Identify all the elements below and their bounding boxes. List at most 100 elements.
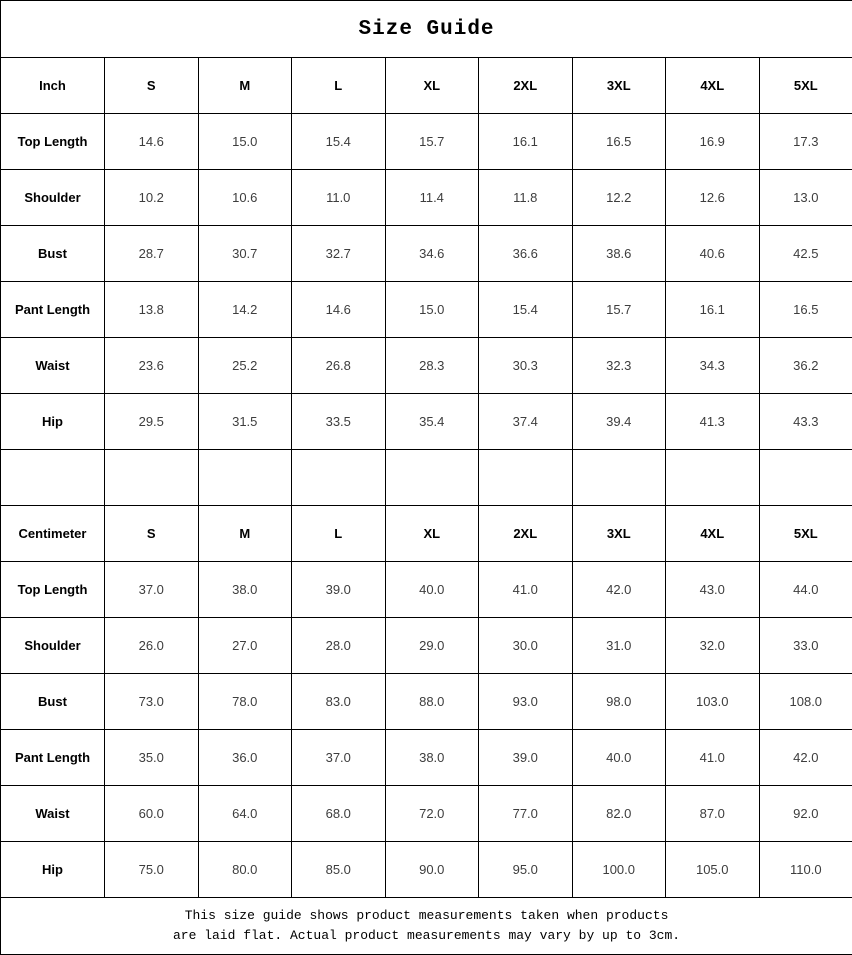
cell: 15.7 xyxy=(572,282,666,338)
cell: 14.6 xyxy=(292,282,386,338)
cell: 26.0 xyxy=(105,618,199,674)
size-header: 2XL xyxy=(479,58,573,114)
size-header: 3XL xyxy=(572,506,666,562)
cell: 28.0 xyxy=(292,618,386,674)
size-header: 5XL xyxy=(759,58,852,114)
cell: 95.0 xyxy=(479,842,573,898)
cell: 38.0 xyxy=(198,562,292,618)
cell: 37.0 xyxy=(292,730,386,786)
footer-note-line2: are laid flat. Actual product measuremen… xyxy=(1,926,852,946)
cell: 77.0 xyxy=(479,786,573,842)
row-label: Shoulder xyxy=(1,618,105,674)
cell: 23.6 xyxy=(105,338,199,394)
cell: 72.0 xyxy=(385,786,479,842)
cell: 14.6 xyxy=(105,114,199,170)
size-header: L xyxy=(292,506,386,562)
empty-cell xyxy=(105,450,199,506)
cell: 87.0 xyxy=(666,786,760,842)
cell: 16.5 xyxy=(572,114,666,170)
table-row: Pant Length 35.0 36.0 37.0 38.0 39.0 40.… xyxy=(1,730,852,786)
table-row: Top Length 14.6 15.0 15.4 15.7 16.1 16.5… xyxy=(1,114,852,170)
cell: 30.3 xyxy=(479,338,573,394)
cell: 40.0 xyxy=(385,562,479,618)
size-header: L xyxy=(292,58,386,114)
cell: 34.6 xyxy=(385,226,479,282)
cell: 12.6 xyxy=(666,170,760,226)
table-row: Bust 73.0 78.0 83.0 88.0 93.0 98.0 103.0… xyxy=(1,674,852,730)
size-header: 4XL xyxy=(666,58,760,114)
cell: 16.1 xyxy=(479,114,573,170)
cell: 88.0 xyxy=(385,674,479,730)
cell: 42.5 xyxy=(759,226,852,282)
cell: 32.7 xyxy=(292,226,386,282)
cell: 105.0 xyxy=(666,842,760,898)
cell: 83.0 xyxy=(292,674,386,730)
row-label: Shoulder xyxy=(1,170,105,226)
row-label: Waist xyxy=(1,786,105,842)
spacer-row xyxy=(1,450,852,506)
cell: 27.0 xyxy=(198,618,292,674)
cell: 90.0 xyxy=(385,842,479,898)
empty-cell xyxy=(385,450,479,506)
cell: 17.3 xyxy=(759,114,852,170)
size-header: 2XL xyxy=(479,506,573,562)
cell: 15.4 xyxy=(479,282,573,338)
page-title: Size Guide xyxy=(1,1,852,58)
cell: 44.0 xyxy=(759,562,852,618)
cell: 103.0 xyxy=(666,674,760,730)
cell: 11.4 xyxy=(385,170,479,226)
cell: 11.0 xyxy=(292,170,386,226)
cell: 43.3 xyxy=(759,394,852,450)
cell: 28.7 xyxy=(105,226,199,282)
empty-cell xyxy=(479,450,573,506)
cell: 34.3 xyxy=(666,338,760,394)
cell: 82.0 xyxy=(572,786,666,842)
cell: 29.5 xyxy=(105,394,199,450)
cell: 41.0 xyxy=(666,730,760,786)
footer-row: This size guide shows product measuremen… xyxy=(1,898,852,955)
cell: 14.2 xyxy=(198,282,292,338)
table-row: Waist 23.6 25.2 26.8 28.3 30.3 32.3 34.3… xyxy=(1,338,852,394)
empty-cell xyxy=(666,450,760,506)
table-row: Pant Length 13.8 14.2 14.6 15.0 15.4 15.… xyxy=(1,282,852,338)
table-row: Shoulder 26.0 27.0 28.0 29.0 30.0 31.0 3… xyxy=(1,618,852,674)
cell: 36.6 xyxy=(479,226,573,282)
cell: 42.0 xyxy=(759,730,852,786)
cell: 92.0 xyxy=(759,786,852,842)
cell: 28.3 xyxy=(385,338,479,394)
cell: 39.4 xyxy=(572,394,666,450)
size-header: M xyxy=(198,506,292,562)
table-row: Bust 28.7 30.7 32.7 34.6 36.6 38.6 40.6 … xyxy=(1,226,852,282)
cell: 16.9 xyxy=(666,114,760,170)
title-row: Size Guide xyxy=(1,1,852,58)
cell: 108.0 xyxy=(759,674,852,730)
cell: 40.0 xyxy=(572,730,666,786)
cell: 26.8 xyxy=(292,338,386,394)
cell: 10.2 xyxy=(105,170,199,226)
cell: 68.0 xyxy=(292,786,386,842)
table-row: Hip 29.5 31.5 33.5 35.4 37.4 39.4 41.3 4… xyxy=(1,394,852,450)
empty-cell xyxy=(1,450,105,506)
row-label: Waist xyxy=(1,338,105,394)
cell: 85.0 xyxy=(292,842,386,898)
cell: 39.0 xyxy=(479,730,573,786)
cell: 75.0 xyxy=(105,842,199,898)
inch-header-row: Inch S M L XL 2XL 3XL 4XL 5XL xyxy=(1,58,852,114)
size-header: S xyxy=(105,58,199,114)
table-row: Shoulder 10.2 10.6 11.0 11.4 11.8 12.2 1… xyxy=(1,170,852,226)
row-label: Bust xyxy=(1,226,105,282)
row-label: Top Length xyxy=(1,562,105,618)
cell: 15.0 xyxy=(385,282,479,338)
empty-cell xyxy=(759,450,852,506)
cell: 15.0 xyxy=(198,114,292,170)
size-header: S xyxy=(105,506,199,562)
unit-label-centimeter: Centimeter xyxy=(1,506,105,562)
cell: 33.5 xyxy=(292,394,386,450)
cell: 35.4 xyxy=(385,394,479,450)
cell: 42.0 xyxy=(572,562,666,618)
cell: 13.0 xyxy=(759,170,852,226)
cell: 93.0 xyxy=(479,674,573,730)
unit-label-inch: Inch xyxy=(1,58,105,114)
cell: 16.5 xyxy=(759,282,852,338)
